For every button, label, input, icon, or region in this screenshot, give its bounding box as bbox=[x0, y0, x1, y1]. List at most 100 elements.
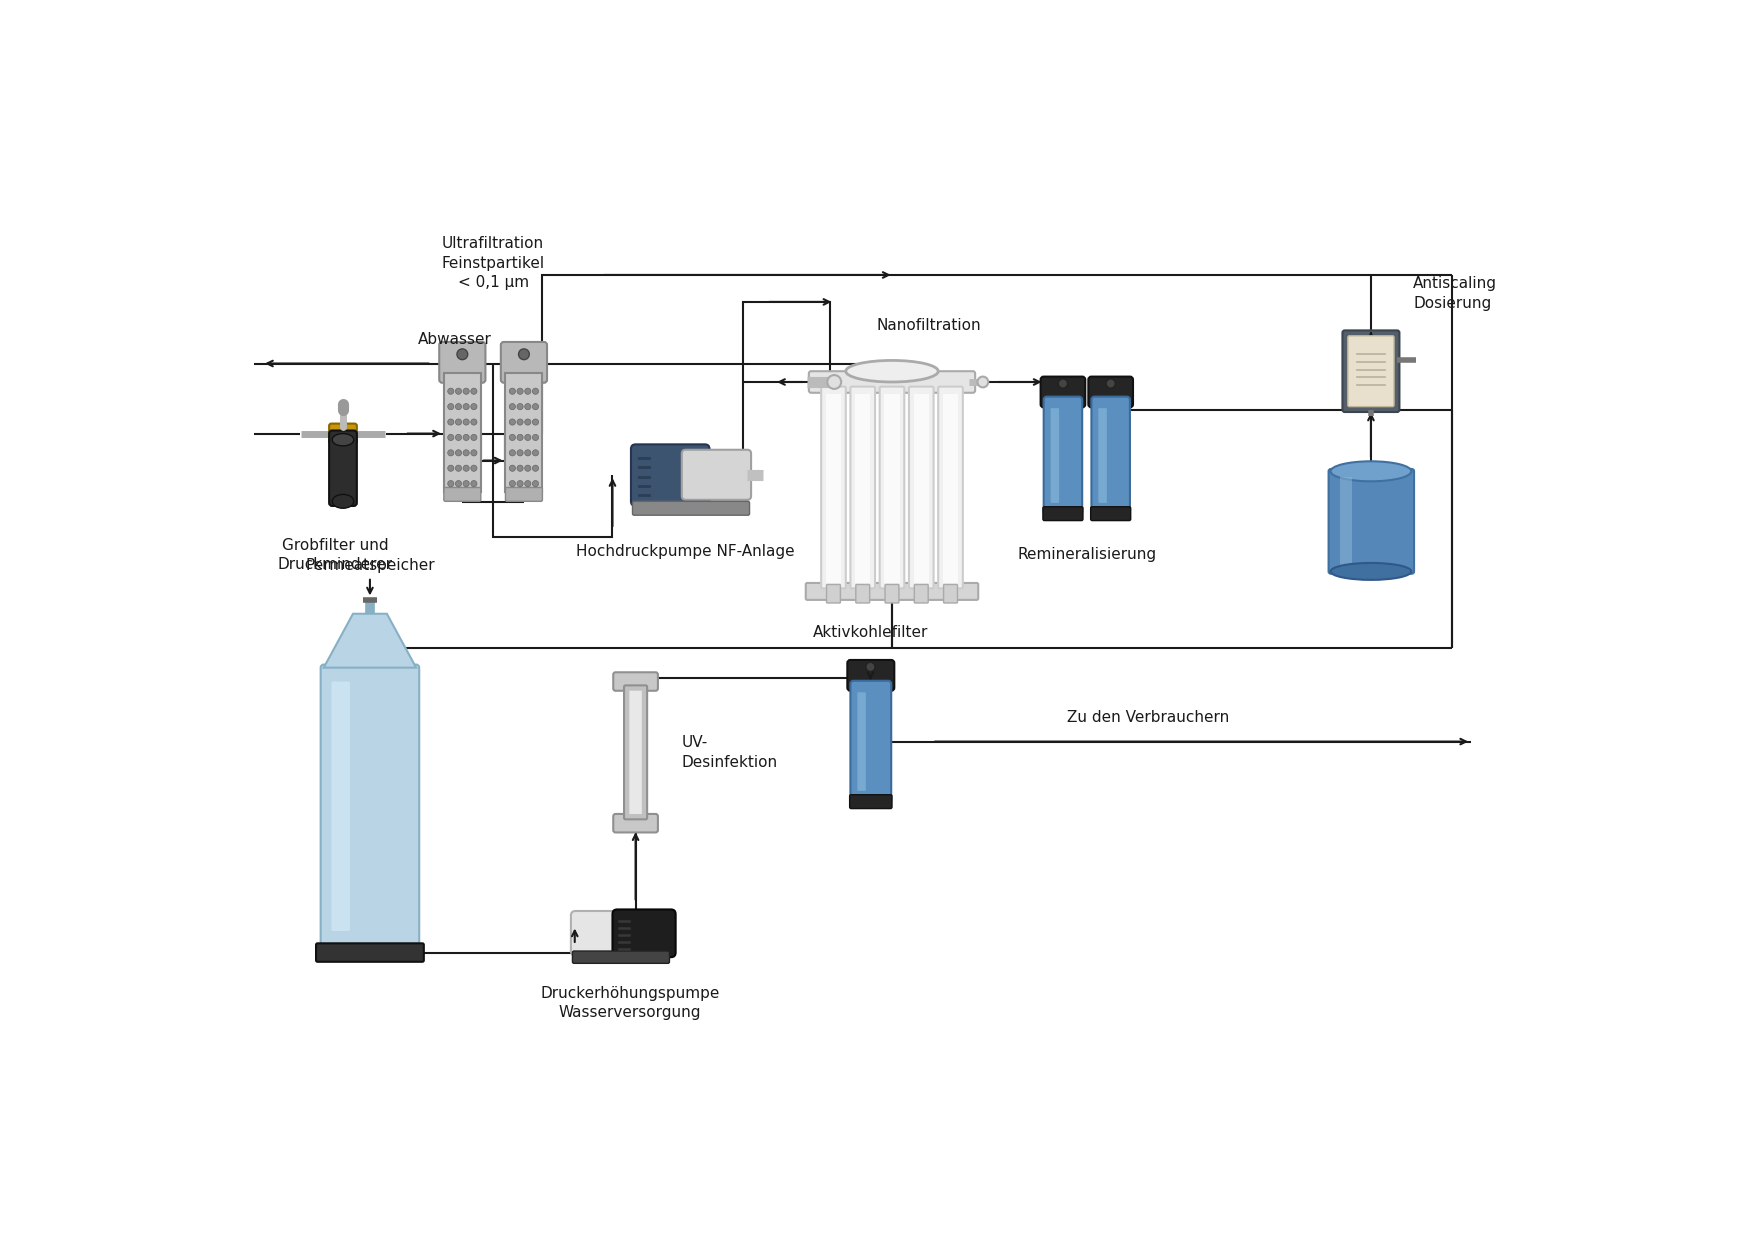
Circle shape bbox=[447, 404, 454, 410]
Circle shape bbox=[463, 435, 470, 441]
Circle shape bbox=[533, 435, 538, 441]
FancyBboxPatch shape bbox=[881, 387, 905, 589]
FancyBboxPatch shape bbox=[847, 660, 895, 691]
FancyBboxPatch shape bbox=[886, 585, 900, 603]
Circle shape bbox=[509, 435, 516, 441]
Ellipse shape bbox=[845, 361, 938, 382]
Circle shape bbox=[509, 450, 516, 456]
Circle shape bbox=[463, 481, 470, 487]
FancyBboxPatch shape bbox=[502, 342, 547, 383]
FancyBboxPatch shape bbox=[444, 487, 481, 502]
Circle shape bbox=[1107, 379, 1116, 388]
Circle shape bbox=[456, 404, 461, 410]
Circle shape bbox=[447, 450, 454, 456]
Circle shape bbox=[463, 465, 470, 471]
FancyBboxPatch shape bbox=[938, 387, 963, 589]
FancyBboxPatch shape bbox=[805, 584, 979, 600]
FancyBboxPatch shape bbox=[1051, 408, 1059, 503]
FancyBboxPatch shape bbox=[809, 372, 975, 393]
Text: Nanofiltration: Nanofiltration bbox=[877, 317, 980, 333]
FancyBboxPatch shape bbox=[330, 430, 356, 506]
FancyBboxPatch shape bbox=[858, 693, 866, 790]
Ellipse shape bbox=[332, 494, 354, 508]
Circle shape bbox=[533, 450, 538, 456]
FancyBboxPatch shape bbox=[505, 487, 542, 502]
Circle shape bbox=[456, 435, 461, 441]
Circle shape bbox=[866, 663, 875, 672]
Circle shape bbox=[519, 349, 530, 359]
Circle shape bbox=[463, 450, 470, 456]
Circle shape bbox=[456, 388, 461, 394]
Text: Permeatspeicher: Permeatspeicher bbox=[305, 558, 435, 572]
Circle shape bbox=[509, 404, 516, 410]
FancyBboxPatch shape bbox=[851, 387, 875, 589]
Circle shape bbox=[447, 419, 454, 425]
Circle shape bbox=[524, 435, 531, 441]
Polygon shape bbox=[324, 613, 416, 668]
FancyBboxPatch shape bbox=[856, 585, 870, 603]
Circle shape bbox=[517, 404, 523, 410]
Circle shape bbox=[517, 450, 523, 456]
Circle shape bbox=[524, 465, 531, 471]
Text: Grobfilter und
Druckminderer: Grobfilter und Druckminderer bbox=[277, 538, 393, 572]
FancyBboxPatch shape bbox=[851, 680, 891, 803]
FancyBboxPatch shape bbox=[624, 685, 647, 819]
Circle shape bbox=[509, 419, 516, 425]
Circle shape bbox=[509, 481, 516, 487]
Circle shape bbox=[524, 388, 531, 394]
FancyBboxPatch shape bbox=[614, 673, 658, 691]
Ellipse shape bbox=[332, 434, 354, 446]
Circle shape bbox=[524, 450, 531, 456]
Circle shape bbox=[509, 388, 516, 394]
Circle shape bbox=[1058, 379, 1068, 388]
Bar bbox=[884, 394, 900, 584]
Circle shape bbox=[470, 404, 477, 410]
FancyBboxPatch shape bbox=[572, 952, 670, 964]
Text: Aktivkohlefilter: Aktivkohlefilter bbox=[812, 624, 928, 639]
Circle shape bbox=[533, 419, 538, 425]
FancyBboxPatch shape bbox=[1044, 507, 1082, 520]
Circle shape bbox=[517, 465, 523, 471]
FancyBboxPatch shape bbox=[505, 373, 542, 492]
Circle shape bbox=[463, 388, 470, 394]
Circle shape bbox=[509, 465, 516, 471]
FancyBboxPatch shape bbox=[438, 342, 486, 383]
FancyBboxPatch shape bbox=[1098, 408, 1107, 503]
FancyBboxPatch shape bbox=[444, 373, 481, 492]
Text: Remineralisierung: Remineralisierung bbox=[1017, 546, 1156, 561]
FancyBboxPatch shape bbox=[332, 681, 349, 930]
FancyBboxPatch shape bbox=[1347, 336, 1394, 406]
FancyBboxPatch shape bbox=[612, 909, 675, 958]
FancyBboxPatch shape bbox=[944, 585, 958, 603]
Text: Hochdruckpumpe NF-Anlage: Hochdruckpumpe NF-Anlage bbox=[577, 544, 795, 560]
FancyBboxPatch shape bbox=[631, 445, 710, 506]
Circle shape bbox=[470, 465, 477, 471]
FancyBboxPatch shape bbox=[909, 387, 933, 589]
Circle shape bbox=[463, 404, 470, 410]
FancyBboxPatch shape bbox=[330, 424, 356, 444]
Circle shape bbox=[533, 404, 538, 410]
FancyBboxPatch shape bbox=[321, 664, 419, 948]
Circle shape bbox=[456, 465, 461, 471]
Text: UV-
Desinfektion: UV- Desinfektion bbox=[682, 735, 779, 769]
Circle shape bbox=[456, 481, 461, 487]
Text: Zu den Verbrauchern: Zu den Verbrauchern bbox=[1066, 710, 1230, 725]
Bar bbox=[944, 394, 958, 584]
FancyBboxPatch shape bbox=[1342, 331, 1400, 413]
Bar bbox=[854, 394, 870, 584]
Circle shape bbox=[517, 481, 523, 487]
Circle shape bbox=[977, 377, 988, 388]
FancyBboxPatch shape bbox=[316, 943, 424, 961]
Circle shape bbox=[470, 450, 477, 456]
Circle shape bbox=[828, 375, 842, 389]
Circle shape bbox=[533, 465, 538, 471]
Circle shape bbox=[456, 450, 461, 456]
FancyBboxPatch shape bbox=[914, 585, 928, 603]
FancyBboxPatch shape bbox=[1087, 377, 1133, 408]
Circle shape bbox=[456, 419, 461, 425]
FancyBboxPatch shape bbox=[1091, 396, 1130, 514]
FancyBboxPatch shape bbox=[849, 794, 893, 809]
Circle shape bbox=[463, 419, 470, 425]
Circle shape bbox=[470, 388, 477, 394]
Text: Ultrafiltration
Feinstpartikel
< 0,1 μm: Ultrafiltration Feinstpartikel < 0,1 μm bbox=[442, 235, 545, 290]
